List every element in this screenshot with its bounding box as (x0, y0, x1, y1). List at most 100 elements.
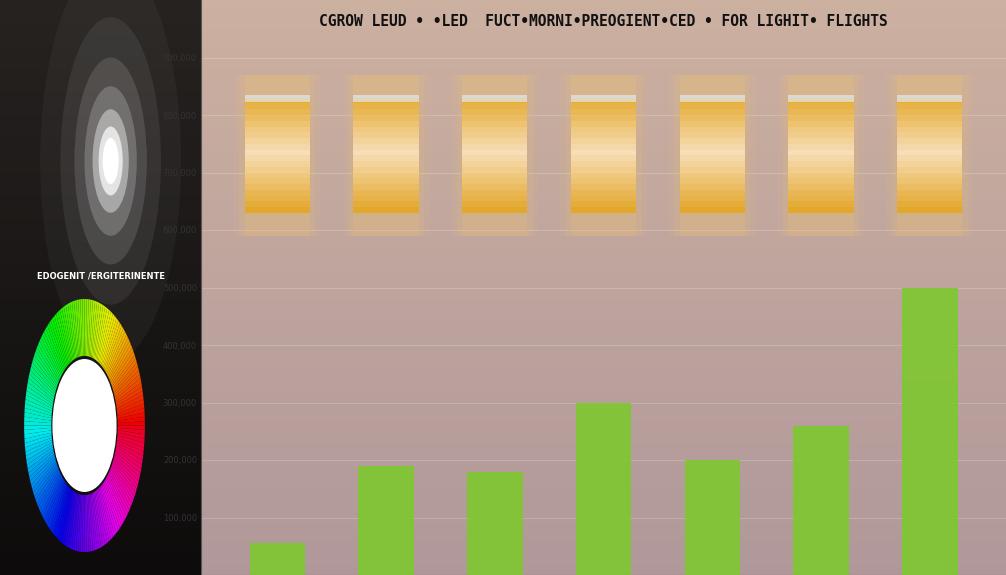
Polygon shape (91, 301, 97, 358)
Bar (244, 167, 310, 172)
Bar (353, 138, 418, 144)
Polygon shape (32, 358, 56, 391)
Bar (201, 558, 1006, 564)
Bar (353, 167, 418, 172)
Bar (571, 144, 636, 150)
Polygon shape (26, 442, 52, 461)
Circle shape (74, 58, 147, 264)
Circle shape (93, 109, 129, 213)
Bar (201, 207, 1006, 213)
Polygon shape (25, 440, 52, 456)
Polygon shape (117, 440, 144, 456)
Bar (897, 190, 963, 196)
Bar (565, 75, 642, 236)
Bar (571, 132, 636, 138)
Bar (353, 196, 418, 201)
Polygon shape (107, 332, 127, 375)
Bar (0, 288, 201, 299)
Bar (778, 75, 864, 236)
Bar (0, 494, 201, 506)
Bar (201, 351, 1006, 356)
Bar (571, 155, 636, 161)
Bar (244, 95, 310, 102)
Bar (0, 46, 201, 58)
Polygon shape (97, 489, 109, 543)
Bar (680, 150, 745, 155)
Bar (789, 172, 854, 178)
Polygon shape (37, 468, 59, 507)
Bar (201, 242, 1006, 247)
Polygon shape (34, 465, 57, 500)
Bar (201, 86, 1006, 92)
Polygon shape (114, 362, 138, 393)
Polygon shape (85, 299, 87, 356)
Bar (789, 201, 854, 207)
Bar (353, 109, 418, 115)
Bar (462, 121, 527, 126)
Polygon shape (92, 302, 100, 358)
Polygon shape (85, 495, 87, 552)
Bar (680, 144, 745, 150)
Polygon shape (93, 492, 102, 548)
Bar (353, 126, 418, 132)
Bar (0, 380, 201, 391)
Polygon shape (26, 386, 53, 407)
Bar (244, 172, 310, 178)
Bar (0, 218, 201, 230)
Bar (201, 115, 1006, 121)
Bar (244, 155, 310, 161)
Bar (0, 483, 201, 494)
Polygon shape (50, 483, 67, 533)
Bar (0, 150, 201, 161)
Bar (571, 161, 636, 167)
Polygon shape (27, 382, 53, 404)
Bar (201, 535, 1006, 540)
Bar (201, 443, 1006, 448)
Bar (462, 144, 527, 150)
Polygon shape (90, 300, 95, 357)
Polygon shape (94, 304, 104, 359)
Polygon shape (114, 458, 138, 489)
Polygon shape (56, 312, 70, 364)
Polygon shape (54, 314, 69, 365)
Polygon shape (117, 438, 144, 452)
Polygon shape (25, 395, 52, 411)
Bar (201, 230, 1006, 236)
Polygon shape (87, 494, 91, 551)
Bar (353, 144, 418, 150)
Polygon shape (76, 494, 81, 551)
Bar (680, 95, 745, 102)
Bar (571, 138, 636, 144)
Polygon shape (58, 488, 71, 541)
Polygon shape (82, 299, 85, 356)
Bar (685, 460, 740, 575)
Bar (201, 305, 1006, 310)
Ellipse shape (53, 360, 116, 491)
Bar (789, 144, 854, 150)
Bar (789, 75, 854, 236)
Polygon shape (115, 374, 141, 400)
Polygon shape (115, 454, 140, 481)
Polygon shape (114, 366, 139, 395)
Polygon shape (38, 470, 59, 510)
Bar (201, 190, 1006, 196)
Polygon shape (78, 494, 82, 551)
Polygon shape (24, 433, 51, 443)
Circle shape (85, 86, 137, 236)
Bar (201, 564, 1006, 569)
Bar (201, 126, 1006, 132)
Polygon shape (60, 308, 72, 362)
Polygon shape (63, 305, 74, 360)
Polygon shape (24, 426, 51, 430)
Circle shape (99, 126, 123, 196)
Bar (680, 167, 745, 172)
Bar (353, 150, 418, 155)
Polygon shape (116, 449, 141, 473)
Bar (0, 564, 201, 575)
Bar (201, 506, 1006, 512)
Polygon shape (29, 454, 54, 481)
Polygon shape (69, 302, 77, 358)
Bar (680, 138, 745, 144)
Bar (462, 150, 527, 155)
Bar (201, 201, 1006, 207)
